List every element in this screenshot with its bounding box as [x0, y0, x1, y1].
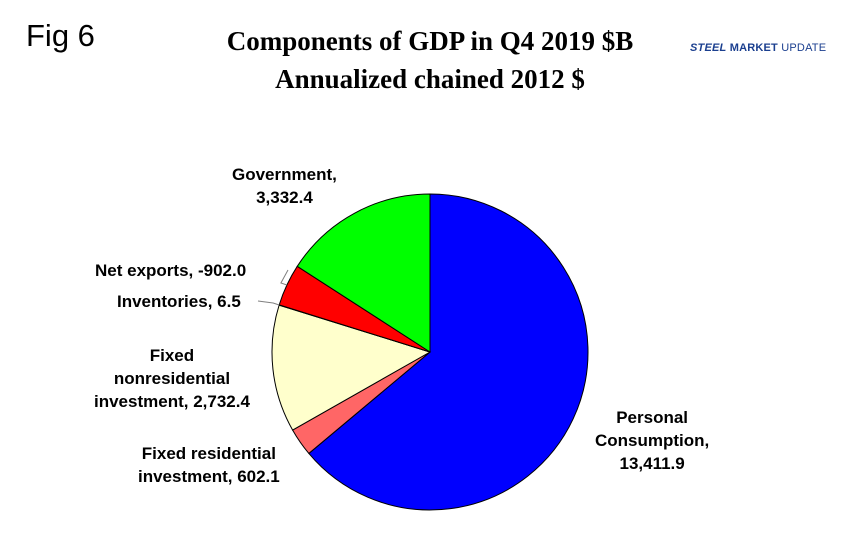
figure-label: Fig 6 — [26, 18, 95, 53]
pie-slice-personal-consumption — [308, 193, 589, 511]
chart-title-line-1: Components of GDP in Q4 2019 $B — [226, 26, 634, 56]
label-resid-line-1: Fixed residential — [141, 444, 276, 463]
pie-slice-government — [296, 193, 431, 353]
label-personal-line-2: Consumption, — [595, 431, 710, 450]
label-inventories: Inventories, 6.5 — [117, 292, 241, 311]
label-nonres-line-1: Fixed — [149, 346, 195, 365]
label-net-exports: Net exports, -902.0 — [95, 261, 247, 280]
label-government: Government, 3,332.4 — [232, 163, 337, 209]
label-gov-line-2: 3,332.4 — [256, 188, 313, 207]
leader-line-net-exports — [280, 269, 289, 286]
label-personal-line-3: 13,411.9 — [619, 454, 685, 473]
leader-line-inventories — [257, 300, 280, 306]
label-fixed-nonresidential: Fixed nonresidential investment, 2,732.4 — [94, 344, 250, 413]
pie-slices — [271, 193, 589, 511]
steel-market-update-logo: STEEL MARKET UPDATE — [690, 42, 826, 54]
logo-word-1: STEEL — [690, 42, 727, 54]
label-personal-consumption: Personal Consumption, 13,411.9 — [595, 406, 709, 475]
label-fixed-residential: Fixed residential investment, 602.1 — [138, 442, 280, 488]
logo-word-3: UPDATE — [781, 42, 827, 54]
chart-title-line-2: Annualized chained 2012 $ — [275, 64, 585, 94]
chart-title: Components of GDP in Q4 2019 $B Annualiz… — [180, 22, 680, 98]
label-nonres-line-2: nonresidential — [113, 369, 231, 388]
label-resid-line-2: investment, 602.1 — [138, 467, 280, 486]
pie-slice-fixed-nonresidential-investment — [271, 304, 432, 431]
label-personal-line-1: Personal — [616, 408, 689, 427]
label-nonres-line-3: investment, 2,732.4 — [94, 392, 250, 411]
leader-lines — [257, 269, 289, 306]
label-gov-line-1: Government, — [232, 165, 337, 184]
logo-word-2: MARKET — [729, 42, 778, 54]
